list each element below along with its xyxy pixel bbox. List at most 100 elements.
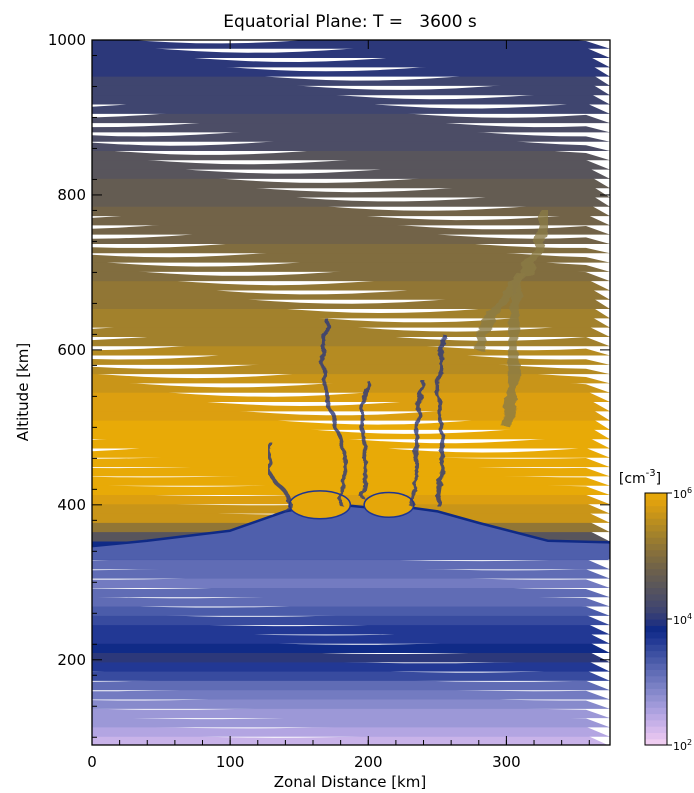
density-band	[92, 473, 610, 486]
plot-frame	[91, 39, 611, 746]
y-tick-label: 800	[57, 186, 86, 204]
density-band	[92, 612, 610, 626]
colorbar-swatch	[645, 518, 667, 526]
colorbar-swatch	[645, 669, 667, 677]
colorbar-swatch	[645, 619, 667, 626]
density-band	[92, 228, 610, 244]
colorbar-swatch	[645, 543, 667, 551]
colorbar: [cm-3] 102 104 106	[619, 468, 692, 753]
density-band	[92, 117, 610, 133]
density-band	[92, 594, 610, 607]
plasma-plumes	[266, 209, 553, 514]
colorbar-swatch	[645, 537, 667, 544]
y-tick-label: 1000	[48, 31, 86, 49]
colorbar-swatch	[645, 675, 667, 683]
density-band	[92, 622, 610, 635]
colorbar-tick-label: 104	[673, 612, 692, 627]
colorbar-swatch	[645, 644, 667, 652]
colorbar-swatch	[645, 493, 667, 500]
density-band	[92, 358, 610, 375]
plume-bubble	[363, 491, 415, 518]
density-band	[92, 696, 610, 709]
y-tick-label: 600	[57, 341, 86, 359]
density-bands	[92, 40, 610, 745]
colorbar-swatch	[645, 568, 667, 576]
plume-streak	[407, 380, 426, 506]
x-axis-label: Zonal Distance [km]	[274, 773, 426, 791]
colorbar-swatch	[645, 688, 667, 696]
density-band	[92, 724, 610, 737]
density-band	[92, 575, 610, 588]
x-tick-label: 100	[216, 753, 245, 771]
colorbar-swatch	[645, 593, 667, 601]
density-band	[92, 705, 610, 719]
colorbar-swatch	[645, 581, 667, 589]
x-tick-label: 300	[492, 753, 521, 771]
density-band	[92, 454, 610, 468]
plot-area	[92, 40, 610, 745]
colorbar-swatch	[645, 738, 667, 746]
colorbar-swatch	[645, 530, 667, 538]
colorbar-swatch	[645, 511, 667, 519]
colorbar-swatch	[645, 719, 667, 727]
colorbar-swatch	[645, 587, 667, 595]
density-band	[92, 715, 610, 728]
colorbar-swatch	[645, 713, 667, 721]
plume-streak	[501, 271, 526, 429]
colorbar-swatch	[645, 600, 667, 607]
density-band	[92, 566, 610, 579]
colorbar-swatch	[645, 631, 667, 639]
density-band	[92, 557, 610, 570]
x-tick-label: 0	[87, 753, 97, 771]
colorbar-swatch	[645, 700, 667, 708]
depletion-region	[92, 504, 610, 560]
density-band	[92, 492, 610, 505]
plume-streak	[321, 318, 346, 506]
colorbar-swatch	[645, 650, 667, 658]
density-band	[92, 640, 610, 654]
density-band	[92, 349, 610, 365]
colorbar-swatch	[645, 524, 667, 532]
density-band	[92, 659, 610, 672]
chart-title: Equatorial Plane: T = 3600 s	[223, 12, 477, 32]
colorbar-ticks: 102 104 106	[667, 486, 692, 753]
colorbar-swatch	[645, 562, 667, 570]
x-axis: 0 100 200 300	[87, 40, 590, 771]
colorbar-swatch	[645, 726, 667, 733]
y-axis-label: Altitude [km]	[14, 343, 32, 441]
colorbar-tick-label: 102	[673, 738, 692, 753]
plume-streak	[266, 442, 291, 514]
colorbar-swatch	[645, 663, 667, 670]
density-band	[92, 631, 610, 644]
colorbar-swatch	[645, 694, 667, 702]
density-band	[92, 126, 610, 142]
layer-boundary	[92, 490, 610, 560]
colorbar-swatch	[645, 505, 667, 513]
density-band	[92, 687, 610, 700]
colorbar-swatch	[645, 637, 667, 645]
colorbar-swatches	[645, 493, 667, 746]
colorbar-tick-label: 106	[673, 486, 692, 501]
colorbar-swatch	[645, 549, 667, 557]
density-band	[92, 677, 610, 691]
colorbar-label: [cm-3]	[619, 468, 661, 487]
colorbar-swatch	[645, 612, 667, 620]
density-band	[92, 482, 610, 495]
y-axis: 200 400 600 800 1000	[48, 31, 610, 738]
y-tick-label: 200	[57, 651, 86, 669]
colorbar-swatch	[645, 656, 667, 664]
density-band	[92, 238, 610, 254]
x-tick-label: 200	[354, 753, 383, 771]
density-band	[92, 650, 610, 663]
colorbar-swatch	[645, 574, 667, 582]
colorbar-swatch	[645, 707, 667, 715]
colorbar-swatch	[645, 606, 667, 614]
colorbar-swatch	[645, 499, 667, 507]
density-band	[92, 603, 610, 616]
plume-streak	[435, 334, 447, 506]
density-band	[92, 40, 610, 49]
colorbar-swatch	[645, 682, 667, 689]
colorbar-label-exponent: -3	[646, 468, 656, 479]
colorbar-swatch	[645, 732, 667, 740]
